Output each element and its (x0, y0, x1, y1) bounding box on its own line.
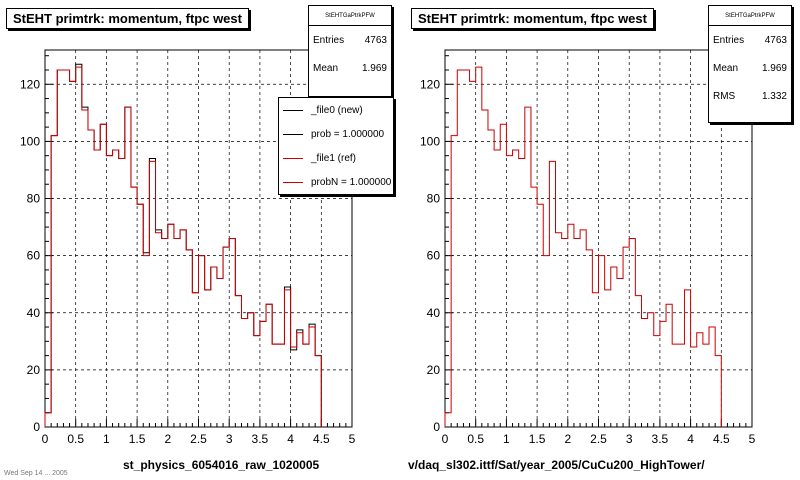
left-stats-box: StEHTGaPtrkPFW Entries 4763 Mean 1.969 (308, 5, 392, 97)
left-y-tick-label-0: 0 (33, 420, 40, 434)
left-stats-mean-row: Mean 1.969 (309, 54, 391, 82)
left-x-tick-label-4: 2 (164, 432, 171, 446)
right-stats-box: StEHTGaPtrkPFW Entries 4763 Mean 1.969 R… (708, 5, 792, 123)
right-stats-name: StEHTGaPtrkPFW (709, 6, 791, 26)
left-legend: _file0 (new) prob = 1.000000 _file1 (ref… (278, 97, 394, 195)
right-histogram-chart: 0 0.5 1 1.5 2 2.5 3 3.5 4 4.5 5 0 20 40 60 80 100 120 (420, 49, 756, 446)
right-x-tick-label-9: 4.5 (713, 432, 730, 446)
right-y-tick-label-4: 80 (427, 192, 441, 206)
left-x-tick-label-7: 3.5 (252, 432, 269, 446)
right-x-tick-label-7: 3.5 (652, 432, 669, 446)
left-y-tick-label-6: 120 (20, 77, 40, 91)
left-x-tick-label-9: 4.5 (313, 432, 330, 446)
right-stats-entries-value: 4763 (764, 34, 787, 46)
right-x-tick-label-1: 0.5 (467, 432, 484, 446)
right-stats-mean-value: 1.969 (761, 62, 787, 74)
right-stats-mean-label: Mean (713, 62, 739, 74)
left-x-axis-label: st_physics_6054016_raw_1020005 (123, 458, 320, 472)
left-stats-entries-label: Entries (313, 34, 345, 46)
right-y-tick-label-6: 120 (420, 77, 440, 91)
left-panel: 0 0.5 1 1.5 2 2.5 3 3.5 4 4.5 5 0 20 40 60 80 100 120 StE… (6, 5, 394, 472)
right-panel: 0 0.5 1 1.5 2 2.5 3 3.5 4 4.5 5 0 20 40 60 80 100 120 StE… (400, 0, 800, 480)
right-x-tick-label-4: 2 (564, 432, 571, 446)
left-stats-mean-value: 1.969 (361, 62, 387, 74)
legend-label-file0: _file0 (new) (311, 104, 363, 116)
left-x-tick-label-6: 3 (226, 432, 233, 446)
left-x-tick-label-5: 2.5 (190, 432, 207, 446)
right-x-tick-label-8: 4 (687, 432, 694, 446)
left-x-tick-label-1: 0.5 (67, 432, 84, 446)
right-x-axis-label: v/daq_sl302.ittf/Sat/year_2005/CuCu200_H… (408, 458, 705, 472)
right-chart-title: StEHT primtrk: momentum, ftpc west (411, 8, 654, 29)
left-stats-name: StEHTGaPtrkPFW (309, 6, 391, 26)
right-x-tick-label-2: 1 (503, 432, 510, 446)
left-y-tick-label-2: 40 (27, 306, 41, 320)
left-x-tick-label-10: 5 (349, 432, 356, 446)
right-x-tick-label-3: 1.5 (529, 432, 546, 446)
right-y-tick-label-3: 60 (427, 249, 441, 263)
right-stats-rms-value: 1.332 (761, 90, 787, 102)
footer-timestamp: Wed Sep 14 ... 2005 (4, 470, 68, 477)
legend-entry-prob: prob = 1.000000 (279, 122, 393, 146)
right-x-tick-label-6: 3 (626, 432, 633, 446)
legend-label-file1: _file1 (ref) (311, 152, 357, 164)
legend-label-prob: prob = 1.000000 (311, 128, 385, 140)
right-stats-entries-row: Entries 4763 (709, 26, 791, 54)
right-x-tick-label-5: 2.5 (590, 432, 607, 446)
left-stats-mean-label: Mean (313, 62, 339, 74)
left-x-tick-label-8: 4 (287, 432, 294, 446)
legend-line-file0 (283, 109, 303, 111)
left-y-tick-label-1: 20 (27, 363, 41, 377)
right-y-tick-label-2: 40 (427, 306, 441, 320)
legend-entry-file0: _file0 (new) (279, 98, 393, 122)
legend-line-file1 (283, 157, 303, 159)
left-y-tick-label-3: 60 (27, 249, 41, 263)
legend-label-probn: probN = 1.000000 (311, 176, 392, 188)
right-x-tick-label-0: 0 (442, 432, 449, 446)
left-x-tick-label-0: 0 (42, 432, 49, 446)
left-y-tick-label-5: 100 (20, 134, 40, 148)
left-series-1-line (44, 66, 322, 427)
right-series-0-line (444, 66, 722, 427)
left-x-tick-label-3: 1.5 (129, 432, 146, 446)
legend-line-prob (283, 133, 303, 135)
left-stats-entries-value: 4763 (364, 34, 387, 46)
right-stats-entries-label: Entries (713, 34, 745, 46)
left-stats-entries-row: Entries 4763 (309, 26, 391, 54)
right-x-tick-label-10: 5 (749, 432, 756, 446)
legend-entry-file1: _file1 (ref) (279, 146, 393, 170)
right-y-tick-label-0: 0 (433, 420, 440, 434)
legend-entry-probn: probN = 1.000000 (279, 170, 393, 194)
right-y-tick-label-1: 20 (427, 363, 441, 377)
left-chart-title: StEHT primtrk: momentum, ftpc west (6, 8, 249, 29)
left-x-tick-label-2: 1 (103, 432, 110, 446)
left-y-tick-label-4: 80 (27, 192, 41, 206)
legend-line-probn (283, 181, 303, 183)
right-stats-rms-label: RMS (713, 90, 736, 102)
right-stats-rms-row: RMS 1.332 (709, 82, 791, 110)
right-y-tick-label-5: 100 (420, 134, 440, 148)
right-stats-mean-row: Mean 1.969 (709, 54, 791, 82)
